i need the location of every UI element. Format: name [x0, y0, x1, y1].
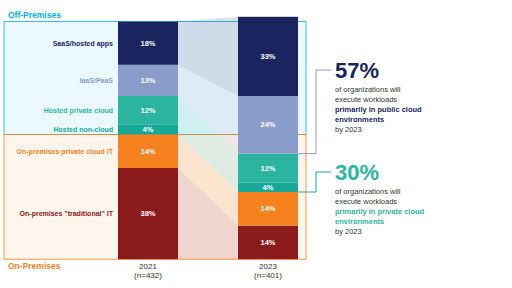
- bar-segment: [238, 17, 298, 96]
- bar-segment: [238, 226, 298, 260]
- series-label: IaaS/PaaS: [80, 77, 114, 84]
- text-line: 2021: [139, 262, 157, 271]
- text-line: by 2023: [335, 125, 362, 134]
- data-label: 14%: [260, 238, 275, 247]
- text-line: (n=432): [134, 271, 162, 280]
- data-label: 4%: [143, 125, 154, 134]
- connector: [298, 70, 331, 154]
- series-label: On-premises "traditional" IT: [20, 210, 114, 218]
- text-line: 2023: [259, 262, 277, 271]
- series-label: SaaS/hosted apps: [53, 40, 113, 48]
- chart: 38% 14% 4% 12% 13% 18% 14% 14% 4% 12% 24% 33% On-pre…: [0, 0, 512, 288]
- flow: [178, 17, 238, 96]
- bar-segment: [118, 65, 178, 96]
- bar-segment: [238, 182, 298, 192]
- series-label: On-premises private cloud IT: [17, 148, 114, 156]
- bar-segment: [238, 192, 298, 226]
- data-label: 33%: [260, 52, 275, 61]
- bar-segment: [118, 22, 178, 65]
- stat-text: primarily in private cloudenvironments: [335, 207, 425, 226]
- text-line: environments: [335, 115, 384, 124]
- connector: [298, 172, 331, 192]
- stat-text: of organizations willexecute workloads: [335, 85, 401, 104]
- data-label: 24%: [260, 120, 275, 129]
- data-label: 12%: [260, 164, 275, 173]
- data-label: 14%: [140, 147, 155, 156]
- bar-segment: [238, 96, 298, 154]
- stat-value: 57%: [335, 58, 379, 83]
- stat-text: of organizations willexecute workloads: [335, 187, 401, 206]
- data-label: 14%: [260, 204, 275, 213]
- zone-label: Off-Premises: [8, 10, 61, 20]
- bar-segment: [118, 125, 178, 135]
- text-line: primarily in private cloud: [335, 207, 425, 216]
- text-line: execute workloads: [335, 197, 397, 206]
- text-line: (n=401): [254, 271, 282, 280]
- bar-segment: [118, 134, 178, 168]
- text-line: execute workloads: [335, 95, 397, 104]
- bar-segment: [118, 96, 178, 125]
- series-label: Hosted private cloud: [44, 107, 113, 115]
- data-label: 4%: [263, 183, 274, 192]
- stat-text: by 2023: [335, 125, 362, 134]
- category-label: 2023(n=401): [254, 262, 282, 280]
- text-line: environments: [335, 217, 384, 226]
- data-label: 13%: [140, 76, 155, 85]
- text-line: primarily in public cloud: [335, 105, 422, 114]
- bar-segment: [238, 154, 298, 183]
- stat-text: primarily in public cloudenvironments: [335, 105, 422, 124]
- data-label: 12%: [140, 106, 155, 115]
- bar-segment: [118, 168, 178, 259]
- stat-text: by 2023: [335, 227, 362, 236]
- text-line: by 2023: [335, 227, 362, 236]
- text-line: of organizations will: [335, 187, 401, 196]
- text-line: of organizations will: [335, 85, 401, 94]
- series-label: Hosted non-cloud: [54, 126, 114, 133]
- plot-area: [118, 17, 298, 259]
- data-label: 18%: [140, 39, 155, 48]
- stat-value: 30%: [335, 160, 379, 185]
- zone-label: On-Premises: [8, 261, 61, 271]
- category-label: 2021(n=432): [134, 262, 162, 280]
- data-label: 38%: [140, 209, 155, 218]
